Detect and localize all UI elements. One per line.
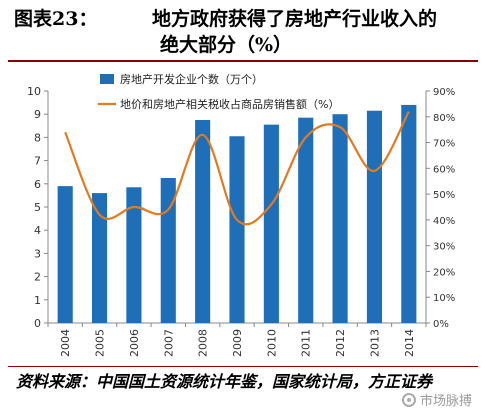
line-series-land-tax-share [64,111,410,226]
y-right-tick-label: 90% [433,87,455,98]
x-tick-label-2005: 2005 [94,329,107,357]
y-right-tick-label: 10% [433,293,455,304]
y-left-tick-label: 4 [34,224,41,237]
bottom-rule [8,366,478,367]
y-left-tick-label: 7 [34,155,41,168]
chart-title-line1: 地方政府获得了房地产行业收入的 [152,8,438,30]
bar-2011 [298,117,314,324]
x-tick-label-2010: 2010 [265,329,278,357]
x-tick-label-2011: 2011 [300,329,313,357]
top-rule [8,60,478,62]
y-left-tick-label: 2 [34,271,41,284]
watermark: 市场脉搏 [401,390,472,409]
y-left-tick-label: 0 [34,317,41,330]
legend-swatch-bars [100,74,114,84]
chart-title-line2: 绝大部分（%） [160,34,293,56]
y-left-tick-label: 8 [34,131,41,144]
y-right-tick-label: 0% [433,319,449,330]
bar-2013 [366,110,383,323]
y-right-tick-label: 30% [433,242,455,253]
y-right-tick-label: 40% [433,216,455,227]
y-left-tick-label: 9 [34,108,41,121]
bar-2005 [91,193,108,323]
bar-2004 [57,186,73,323]
y-left-tick-label: 5 [34,201,41,214]
source-note: 资料来源：中国国土资源统计年鉴，国家统计局，方正证券 [16,372,433,391]
y-right-tick-label: 70% [433,139,455,150]
x-tick-label-2009: 2009 [231,329,244,357]
bar-2006 [126,187,142,323]
y-right-tick-label: 20% [433,267,455,278]
x-tick-label-2004: 2004 [59,329,72,357]
chart-area: 0 1 2 3 4 5 6 7 8 9 10 0% 10% 20% 30% 40% 50% 60% 70% 80% 90… [8,66,478,366]
x-tick-label-2008: 2008 [197,329,210,357]
watermark-text: 市场脉搏 [419,394,472,409]
x-tick-label-2014: 2014 [403,329,416,357]
figure-number: 图表23： [14,8,98,30]
legend-label-line: 地价和房地产相关税收占商品房销售额（%） [120,97,339,111]
bar-2007 [160,178,176,323]
y-right-tick-label: 80% [433,113,455,124]
x-tick-label-2012: 2012 [334,329,347,357]
bar-2009 [229,136,245,323]
x-tick-label-2013: 2013 [368,329,381,357]
bar-2012 [332,114,348,323]
y-left-tick-label: 1 [34,294,41,307]
y-left-tick-label: 3 [34,247,41,260]
y-right-tick-label: 50% [433,190,455,201]
combo-chart: 0 1 2 3 4 5 6 7 8 9 10 0% 10% 20% 30% 40% 50% 60% 70% 80% 90… [27,72,455,357]
bar-2008 [195,120,211,323]
bar-2010 [263,124,279,323]
y-left-tick-label: 6 [34,178,41,191]
bar-2014 [401,104,417,323]
x-tick-label-2006: 2006 [128,329,141,357]
wechat-logo-icon [401,392,416,407]
y-right-tick-label: 60% [433,164,455,175]
x-tick-label-2007: 2007 [162,329,175,357]
legend-label-bars: 房地产开发企业个数（万个） [120,72,263,86]
y-left-tick-label: 10 [27,85,41,98]
